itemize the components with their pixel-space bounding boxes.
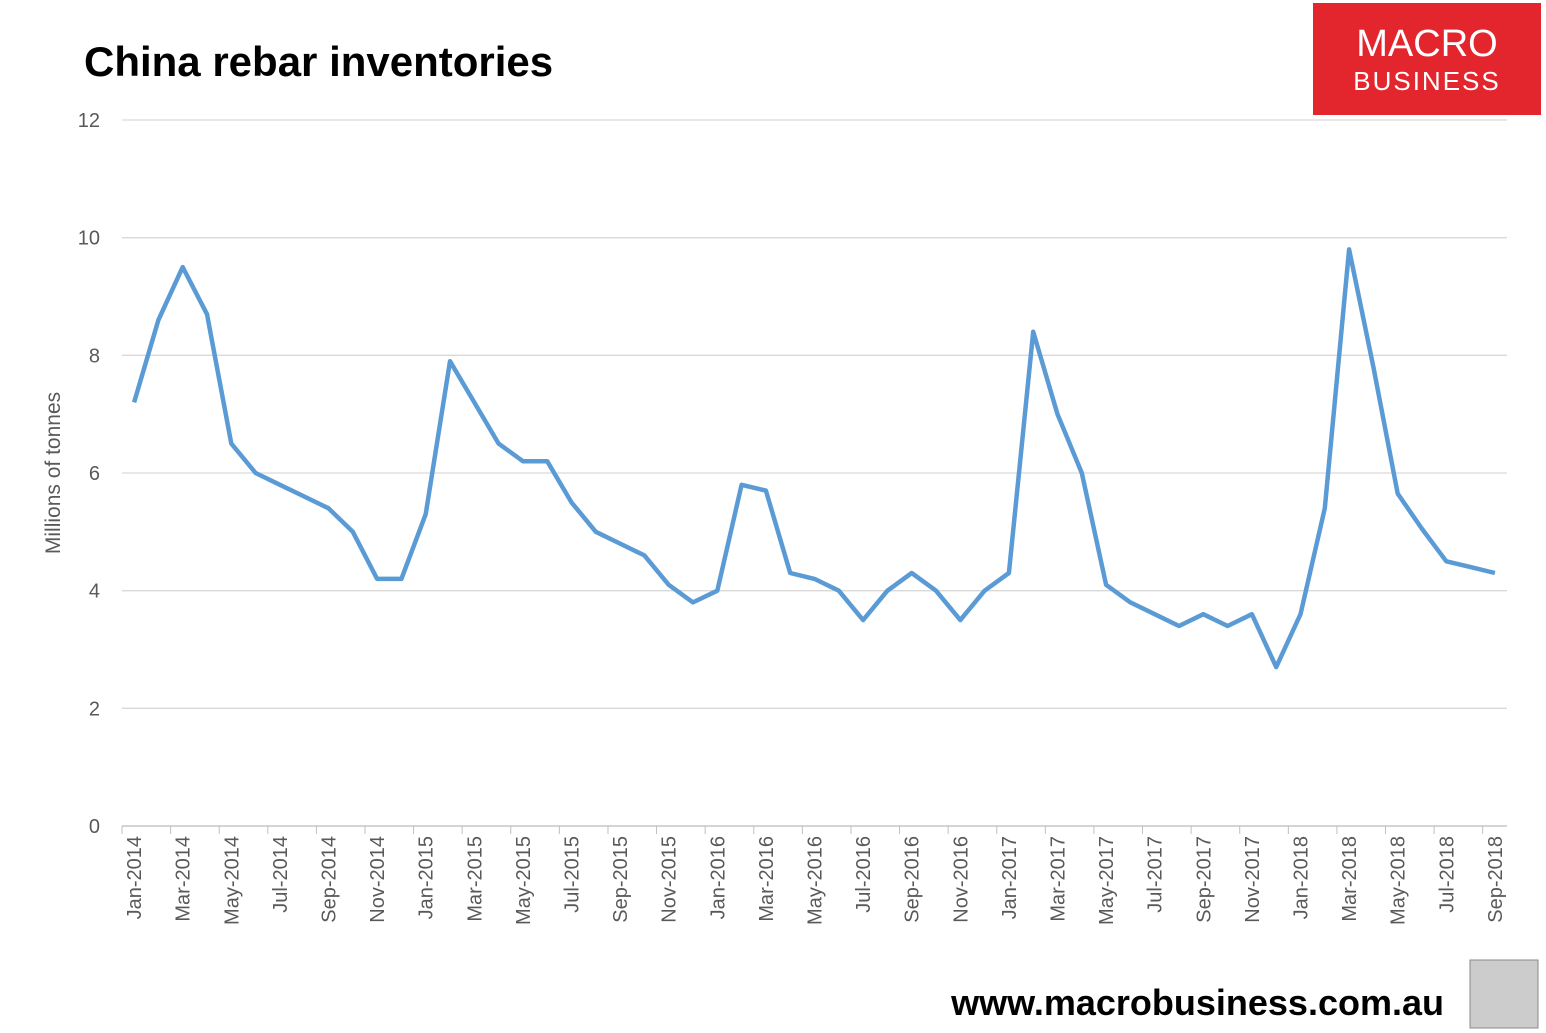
data-line xyxy=(131,247,1496,670)
x-tick-label: May-2014 xyxy=(221,836,243,925)
x-tick-label: Nov-2015 xyxy=(659,836,681,923)
x-tick-label: Jul-2014 xyxy=(270,836,292,913)
y-tick-label: 12 xyxy=(78,110,100,132)
x-tick-label: May-2015 xyxy=(513,836,535,925)
y-tick-label: 10 xyxy=(78,228,100,250)
x-tick-label: Jan-2016 xyxy=(707,836,729,919)
x-tick-label: Sep-2014 xyxy=(319,836,341,923)
y-tick-label: 8 xyxy=(89,345,100,367)
x-tick-label: Mar-2015 xyxy=(464,836,486,922)
x-tick-label: Nov-2017 xyxy=(1242,836,1264,923)
x-tick-label: May-2016 xyxy=(805,836,827,925)
x-tick-label: Jul-2016 xyxy=(853,836,875,913)
x-tick-label: Jul-2018 xyxy=(1436,836,1458,913)
y-tick-label: 0 xyxy=(89,816,100,838)
logo-text: BUSINESS xyxy=(1353,66,1501,96)
x-tick-label: Jul-2017 xyxy=(1145,836,1167,913)
wolf-icon xyxy=(1469,959,1539,1029)
x-tick-label: Sep-2016 xyxy=(902,836,924,923)
x-tick-label: Jul-2015 xyxy=(562,836,584,913)
x-tick-label: Mar-2016 xyxy=(756,836,778,922)
chart-title: China rebar inventories xyxy=(84,38,553,85)
logo-text: MACRO xyxy=(1356,23,1497,65)
x-tick-label: Mar-2018 xyxy=(1339,836,1361,922)
x-tick-label: Sep-2015 xyxy=(610,836,632,923)
x-tick-label: Nov-2014 xyxy=(367,836,389,923)
x-tick-label: May-2018 xyxy=(1388,836,1410,925)
y-axis-label: Millions of tonnes xyxy=(42,392,65,554)
x-tick-label: Jan-2017 xyxy=(999,836,1021,919)
y-tick-label: 6 xyxy=(89,463,100,485)
x-tick-label: May-2017 xyxy=(1096,836,1118,925)
x-tick-label: Jan-2018 xyxy=(1290,836,1312,919)
y-tick-label: 4 xyxy=(89,581,100,603)
x-tick-label: Sep-2017 xyxy=(1193,836,1215,923)
x-tick-label: Nov-2016 xyxy=(950,836,972,923)
x-tick-label: Mar-2014 xyxy=(173,836,195,922)
x-tick-label: Jan-2015 xyxy=(416,836,438,919)
x-tick-label: Jan-2014 xyxy=(124,836,146,919)
footer-url: www.macrobusiness.com.au xyxy=(950,982,1444,1023)
x-tick-label: Sep-2018 xyxy=(1485,836,1507,923)
y-tick-label: 2 xyxy=(89,698,100,720)
x-tick-label: Mar-2017 xyxy=(1047,836,1069,922)
logo xyxy=(1313,3,1541,115)
